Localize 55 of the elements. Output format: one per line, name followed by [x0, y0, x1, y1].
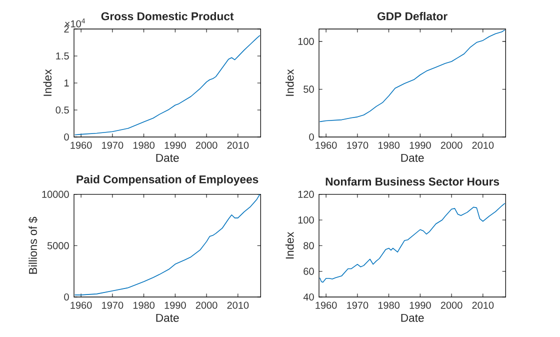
x-axis-title: Date	[401, 154, 424, 162]
chart-title: Nonfarm Business Sector Hours	[326, 177, 500, 186]
x-tick-label: 2010	[227, 142, 249, 149]
x-tick-label: 1970	[347, 142, 368, 149]
x-tick-label: 1960	[70, 302, 92, 309]
x-tick-label: 1990	[164, 142, 186, 149]
x-tick-label: 1970	[102, 142, 124, 149]
y-tick-label: 2	[64, 26, 69, 32]
y-tick-label: 5000	[47, 242, 69, 250]
x-tick-label: 2000	[440, 302, 462, 309]
chart-title: GDP Deflator	[378, 12, 448, 20]
x-tick-label: 1990	[164, 302, 186, 309]
x-tick-label: 1980	[133, 142, 155, 149]
x-tick-label: 2010	[472, 302, 494, 309]
y-tick-label: 100	[298, 216, 314, 224]
x-tick-label: 2000	[196, 142, 218, 149]
x-axis-title: Date	[156, 154, 179, 162]
y-tick-label: 40	[303, 293, 314, 301]
y-tick-label: 1.5	[56, 52, 69, 60]
chart-title: Gross Domestic Product	[101, 12, 234, 20]
x-tick-label: 1980	[378, 142, 400, 149]
x-tick-label: 1980	[378, 302, 400, 309]
x-tick-label: 1980	[133, 302, 155, 309]
y-tick-label: 0	[64, 133, 69, 141]
x-tick-label: 1970	[347, 302, 368, 309]
y-tick-label: 80	[304, 242, 314, 250]
y-tick-label: 100	[298, 38, 314, 45]
y-tick-label: 0.5	[56, 106, 69, 114]
x-tick-label: 1990	[410, 302, 431, 309]
x-tick-label: 1960	[316, 302, 337, 309]
y-tick-label: 0	[309, 133, 314, 141]
x-tick-label: 2000	[440, 142, 462, 149]
text: ×10$^{4}$	[65, 18, 86, 28]
x-axis-title: Date	[156, 314, 179, 322]
y-tick-label: 50	[304, 86, 314, 93]
y-tick-label: 120	[298, 190, 314, 198]
x-tick-label: 1990	[410, 142, 431, 149]
x-tick-label: 2000	[196, 302, 218, 309]
x-tick-label: 2010	[472, 142, 494, 149]
x-tick-label: 1960	[316, 142, 337, 149]
y-tick-label: 60	[304, 268, 314, 275]
line-series	[74, 35, 260, 136]
x-tick-label: 1960	[70, 142, 92, 149]
y-axis-title: Index	[43, 69, 52, 96]
line-series	[74, 194, 260, 296]
y-axis-title: Index	[285, 232, 294, 258]
x-axis-title: Date	[401, 314, 424, 322]
x-tick-label: 1970	[102, 302, 124, 309]
x-tick-label: 2010	[227, 302, 249, 309]
y-tick-label: 1	[64, 80, 69, 86]
y-tick-label: 10000	[42, 190, 69, 198]
y-axis-title: Billions of $	[28, 216, 38, 274]
y-tick-label: 0	[64, 293, 69, 301]
y-axis-title: Index	[285, 69, 294, 96]
chart-title: Paid Compensation of Employees	[76, 175, 258, 186]
